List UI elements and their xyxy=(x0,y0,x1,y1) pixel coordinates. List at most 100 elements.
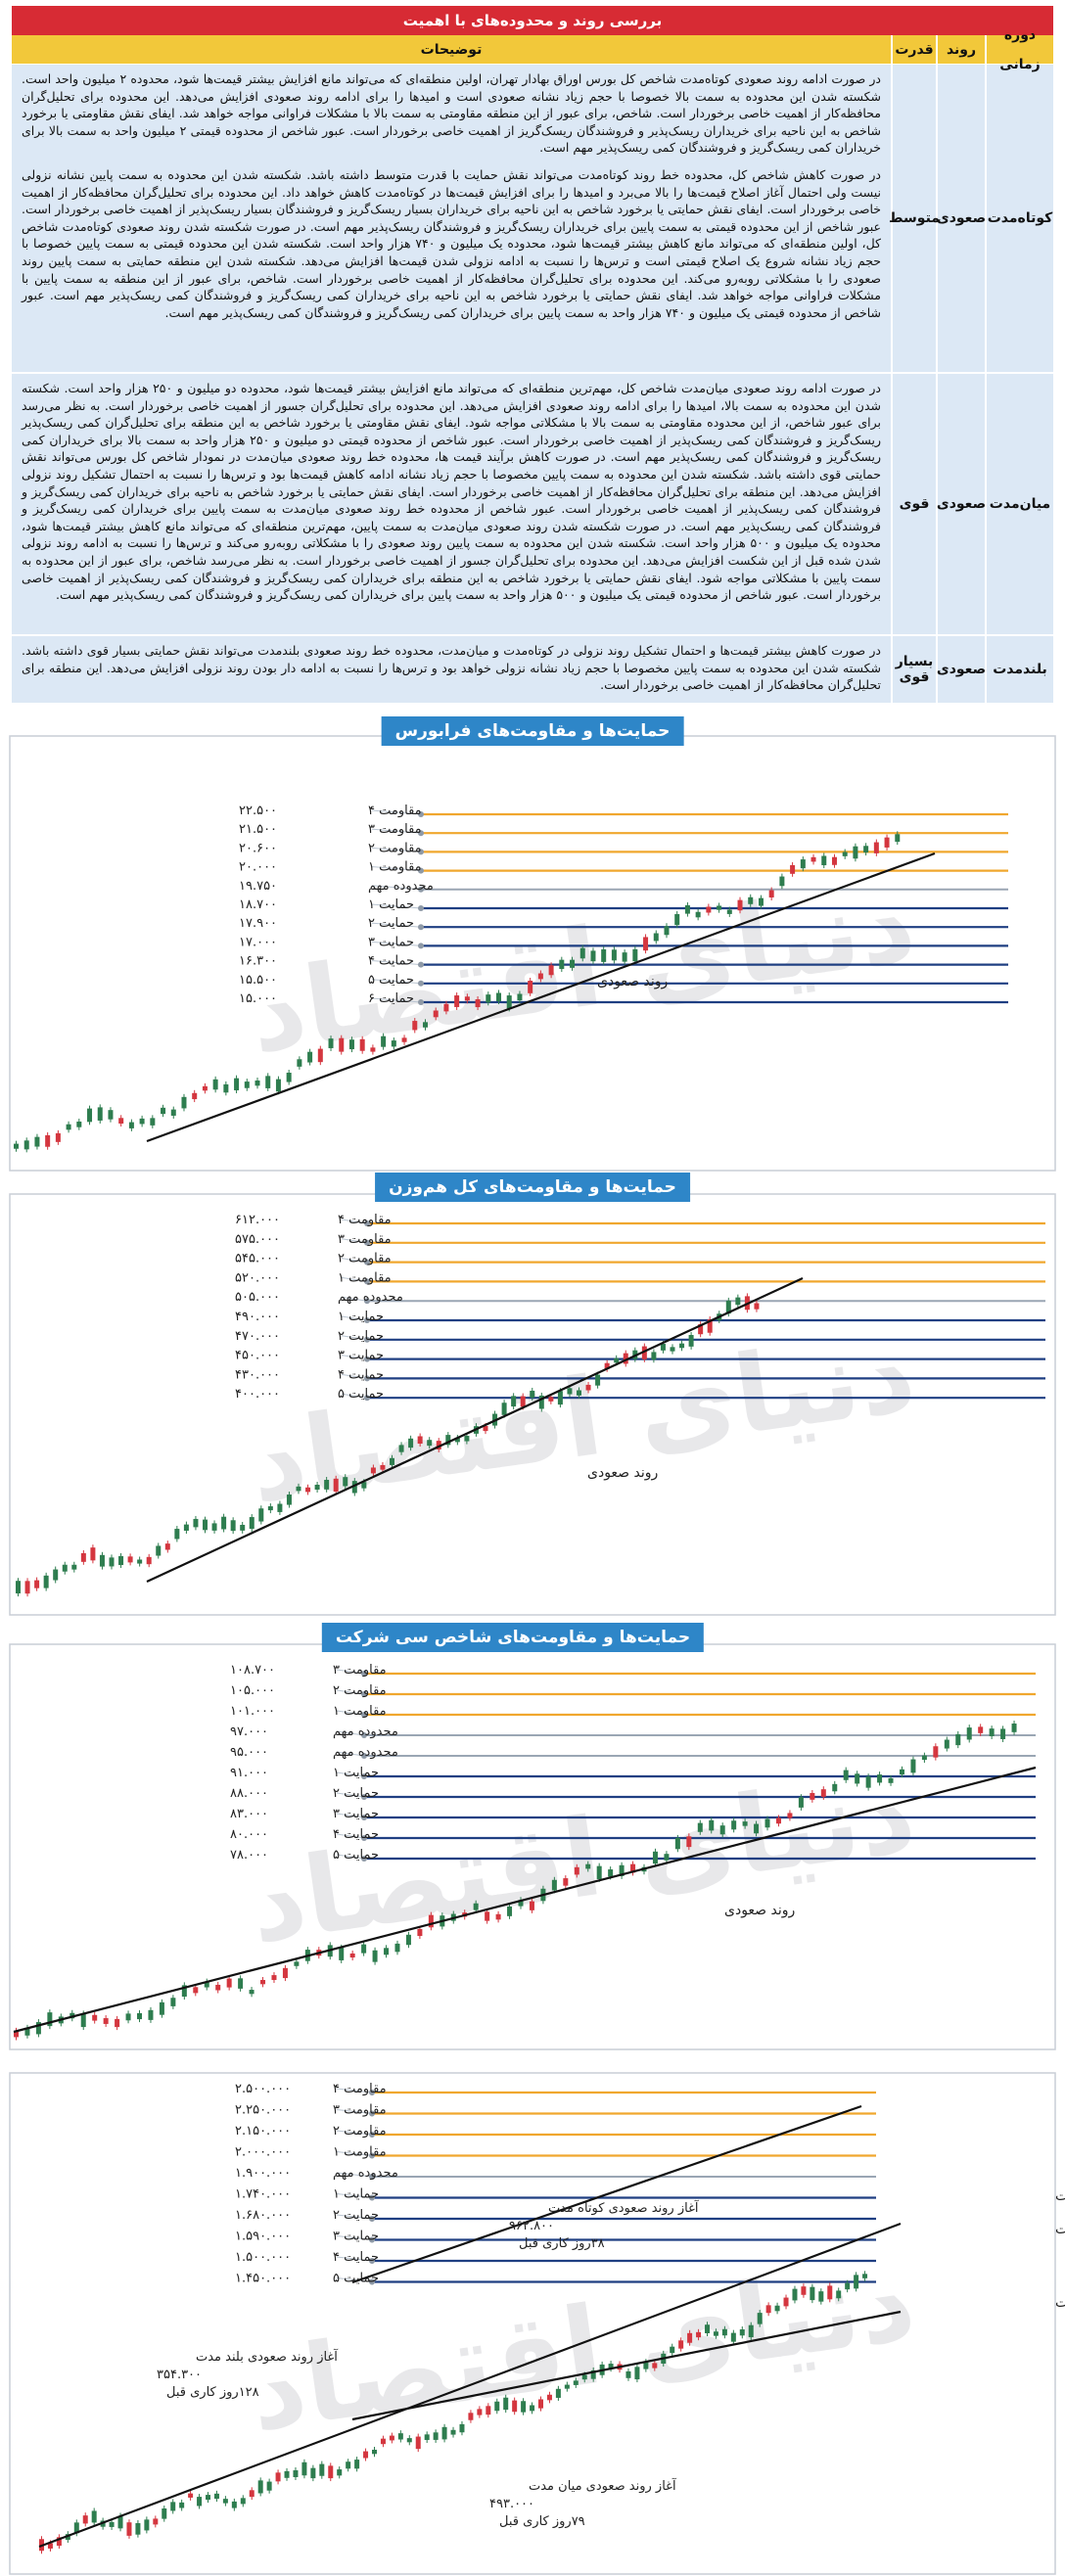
table-row: بلندمدت صعودی بسیار قوی در صورت کاهش بیش… xyxy=(12,636,1053,705)
candle xyxy=(415,2436,421,2450)
level-dot xyxy=(364,1356,370,1362)
candle xyxy=(684,904,690,914)
level-value: ۲۲.۵۰۰ xyxy=(239,804,277,818)
level-dot xyxy=(361,1671,367,1677)
candle xyxy=(66,1124,71,1130)
candle xyxy=(537,973,543,980)
level-dot xyxy=(369,2236,375,2243)
candle xyxy=(581,2374,587,2380)
level-label: مقاومت ۱ xyxy=(333,2145,387,2160)
candle xyxy=(223,1083,229,1093)
candle xyxy=(521,2401,527,2413)
leader-line xyxy=(336,2130,373,2136)
candle xyxy=(249,1990,255,1995)
level-label: محدوده مهم xyxy=(368,879,434,894)
candle xyxy=(468,2413,474,2420)
candle xyxy=(528,981,533,993)
candle xyxy=(764,1818,770,1828)
candle xyxy=(109,1557,115,1567)
candle xyxy=(424,2434,430,2441)
level-dot xyxy=(418,811,424,817)
candle xyxy=(557,1391,563,1405)
candle xyxy=(343,1477,348,1487)
annotation-title: آغاز روند صعودی میان مدت xyxy=(529,2477,677,2494)
candle xyxy=(754,1823,760,1834)
candle xyxy=(670,1347,675,1352)
chart-title: حمایت‌ها و مقاومت‌های کل هم‌وزن xyxy=(375,1173,690,1202)
candle xyxy=(363,2451,369,2459)
annotation-value: ۳۵۴.۳۰۰ xyxy=(157,2368,202,2382)
candle xyxy=(664,1854,670,1861)
candle xyxy=(118,1118,124,1124)
candle xyxy=(831,856,837,865)
level-dot xyxy=(364,1259,370,1265)
candle xyxy=(170,2502,176,2511)
candle xyxy=(80,1552,86,1562)
row-power: متوسط xyxy=(889,65,940,372)
candle xyxy=(643,937,649,951)
candle xyxy=(955,1733,961,1746)
chart-frame xyxy=(9,1193,1056,1616)
level-dot xyxy=(364,1298,370,1305)
candle xyxy=(706,906,712,913)
candle xyxy=(297,1059,302,1067)
level-label: حمایت ۳ xyxy=(333,1807,379,1821)
annotation-note: ۳۸روز کاری قبل xyxy=(519,2236,605,2251)
candle xyxy=(361,1944,367,1954)
candle xyxy=(135,2522,141,2535)
candle xyxy=(159,2001,164,2015)
table-row: کوتاه‌مدت صعودی متوسط در صورت ادامه روند… xyxy=(12,65,1053,374)
chart-equal-weight: دنیای اقتصاد مقاومت ۴ ۶۱۲.۰۰۰ مقاومت ۳ ۵۷۵.۰… xyxy=(0,1171,1065,1617)
candle xyxy=(966,1727,972,1740)
level-label: حمایت ۳ xyxy=(368,935,414,949)
candle xyxy=(230,1520,236,1532)
candle xyxy=(351,1481,357,1494)
row-trend: صعودی xyxy=(936,374,986,634)
candle xyxy=(115,2018,120,2028)
annotation-note: ۷۹روز کاری قبل xyxy=(499,2514,585,2529)
candle xyxy=(559,959,565,970)
candle xyxy=(731,1820,737,1830)
candle xyxy=(450,2429,456,2435)
candle xyxy=(775,1817,781,1824)
candle xyxy=(862,2274,868,2278)
candle xyxy=(739,2329,745,2336)
level-dot xyxy=(418,943,424,949)
candle xyxy=(183,1524,189,1532)
level-dot xyxy=(418,924,424,931)
candle xyxy=(408,1438,414,1449)
candle xyxy=(62,1564,68,1572)
candle xyxy=(713,2331,718,2336)
candle xyxy=(148,2009,154,2020)
candle xyxy=(398,1445,404,1452)
candle xyxy=(384,1948,390,1955)
level-label: حمایت ۴ xyxy=(333,2250,379,2265)
trend-label: روند صعودی بلند مدت xyxy=(1055,2295,1065,2311)
candle xyxy=(632,948,638,962)
level-value: ۹۷.۰۰۰ xyxy=(230,1725,268,1739)
level-dot xyxy=(361,1815,367,1820)
candle xyxy=(944,1739,949,1749)
level-dot xyxy=(369,2174,375,2180)
level-dot xyxy=(418,830,424,837)
candle xyxy=(687,2332,693,2343)
candle xyxy=(548,1397,554,1402)
level-label: مقاومت ۲ xyxy=(333,1683,387,1698)
leader-line xyxy=(341,1238,368,1244)
candle xyxy=(783,2297,789,2307)
candle xyxy=(579,947,585,959)
trend-table: بررسی روند و محدوده‌های با اهمیت دوره زم… xyxy=(12,6,1053,705)
candle xyxy=(181,1096,187,1109)
level-value: ۱.۴۵۰.۰۰۰ xyxy=(235,2272,291,2286)
candle xyxy=(530,1390,535,1399)
leader-line xyxy=(341,1355,368,1360)
candle xyxy=(436,1441,441,1449)
candle xyxy=(370,1467,376,1474)
candle xyxy=(726,909,732,914)
candle xyxy=(150,1118,156,1126)
level-dot xyxy=(361,1732,367,1738)
level-dot xyxy=(418,849,424,855)
candle xyxy=(604,1362,610,1369)
candle xyxy=(90,1547,96,1561)
level-label: حمایت ۱ xyxy=(368,897,414,912)
